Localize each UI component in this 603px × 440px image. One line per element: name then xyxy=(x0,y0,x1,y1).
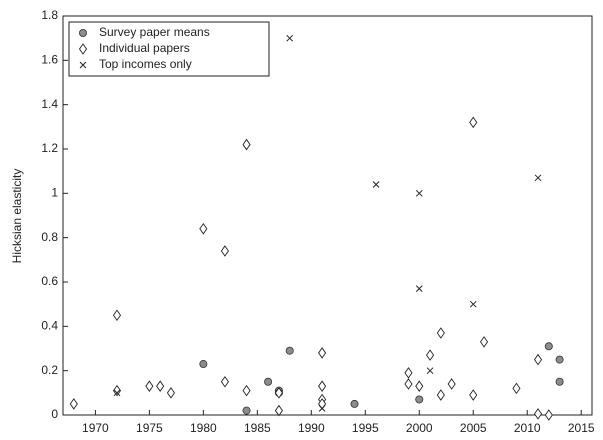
point xyxy=(426,367,434,375)
x-tick-label: 1985 xyxy=(244,421,271,435)
point xyxy=(555,355,564,364)
y-tick-label: 1.4 xyxy=(41,97,58,111)
point xyxy=(318,347,327,359)
point xyxy=(415,189,423,197)
point xyxy=(113,389,121,397)
point xyxy=(426,349,435,361)
point xyxy=(318,380,327,392)
point xyxy=(285,346,294,355)
point xyxy=(220,375,229,388)
legend-marker xyxy=(78,43,88,55)
point xyxy=(544,409,553,421)
y-tick-label: 0 xyxy=(51,407,58,421)
legend-box xyxy=(68,21,270,77)
y-tick-label: 1.6 xyxy=(41,53,58,67)
x-tick-label: 2005 xyxy=(460,421,487,435)
point xyxy=(199,360,208,369)
point xyxy=(166,387,176,399)
y-tick-label: 0.2 xyxy=(41,363,58,377)
point xyxy=(112,384,122,397)
point xyxy=(415,395,424,404)
y-tick-label: 1.8 xyxy=(41,8,58,22)
point xyxy=(145,380,154,392)
point xyxy=(220,245,229,257)
x-tick-label: 2000 xyxy=(406,421,433,435)
point xyxy=(415,380,424,392)
point xyxy=(533,408,543,420)
point xyxy=(372,181,380,188)
y-tick-label: 1 xyxy=(51,186,58,200)
point xyxy=(436,327,445,339)
legend-marker xyxy=(79,61,87,69)
point xyxy=(274,387,283,399)
point xyxy=(264,377,273,386)
y-tick-label: 0.4 xyxy=(41,319,58,333)
point xyxy=(69,398,78,410)
point xyxy=(469,389,478,401)
point xyxy=(447,378,456,390)
point xyxy=(436,389,445,401)
legend-label: Individual papers xyxy=(99,41,190,55)
point xyxy=(415,285,423,293)
point xyxy=(533,353,543,366)
legend-label: Survey paper means xyxy=(99,25,210,39)
point xyxy=(274,404,283,417)
y-tick-label: 0.8 xyxy=(41,230,58,244)
x-tick-label: 1995 xyxy=(352,421,379,435)
point xyxy=(350,399,359,408)
point xyxy=(544,342,553,351)
point xyxy=(199,223,208,235)
point xyxy=(404,378,413,390)
point xyxy=(534,174,542,182)
x-tick-label: 1975 xyxy=(136,421,163,435)
x-tick-label: 1980 xyxy=(190,421,217,435)
legend-label: Top incomes only xyxy=(99,57,192,71)
y-tick-label: 0.6 xyxy=(41,274,58,288)
x-tick-label: 1970 xyxy=(82,421,109,435)
y-tick-label: 1.2 xyxy=(41,141,58,155)
point xyxy=(512,382,521,395)
point xyxy=(404,367,413,379)
point xyxy=(469,116,478,129)
x-tick-label: 2010 xyxy=(514,421,541,435)
point xyxy=(112,309,122,322)
point xyxy=(479,336,489,348)
point xyxy=(242,138,251,151)
x-tick-label: 1990 xyxy=(298,421,325,435)
y-axis-label: Hicksian elasticity xyxy=(10,169,24,264)
point xyxy=(469,300,477,308)
point xyxy=(242,384,251,397)
point xyxy=(242,406,251,415)
point xyxy=(555,377,564,386)
point xyxy=(156,380,165,392)
point xyxy=(318,404,326,412)
plot-frame xyxy=(62,15,593,416)
x-tick-label: 2015 xyxy=(568,421,595,435)
point xyxy=(286,34,294,42)
legend-marker xyxy=(79,28,88,37)
